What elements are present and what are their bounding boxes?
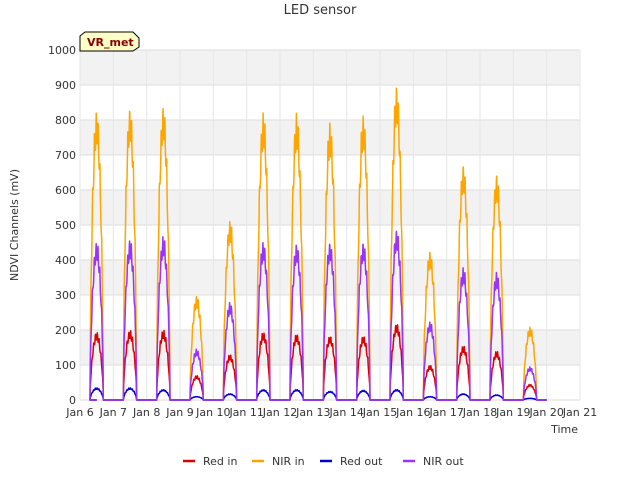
x-tick-label: Jan 20 [528, 406, 563, 419]
vr-met-badge: VR_met [79, 31, 140, 52]
y-axis-ticks: 0 100 200 300 400 500 600 700 800 900 1000 [48, 44, 76, 407]
x-tick-label: Jan 19 [495, 406, 530, 419]
series-lines [89, 87, 547, 401]
y-tick-label: 600 [55, 184, 76, 197]
plot-band [80, 260, 580, 295]
legend: Red in NIR in Red out NIR out [183, 455, 464, 468]
x-tick-label: Jan 21 [562, 406, 597, 419]
y-tick-label: 900 [55, 79, 76, 92]
x-tick-label: Jan 15 [362, 406, 397, 419]
y-tick-label: 100 [55, 359, 76, 372]
x-tick-label: Jan 6 [65, 406, 93, 419]
badge-label: VR_met [87, 36, 134, 49]
x-tick-label: Jan 17 [428, 406, 463, 419]
legend-label-red-in: Red in [203, 455, 237, 468]
y-tick-label: 800 [55, 114, 76, 127]
grid-lines [79, 49, 581, 401]
y-tick-label: 300 [55, 289, 76, 302]
legend-label-red-out: Red out [340, 455, 383, 468]
legend-label-nir-in: NIR in [272, 455, 305, 468]
x-axis-label: Time [550, 423, 578, 436]
y-tick-label: 500 [55, 219, 76, 232]
x-tick-label: Jan 16 [395, 406, 430, 419]
y-tick-label: 1000 [48, 44, 76, 57]
y-axis-label: NDVI Channels (mV) [8, 169, 21, 281]
badge-shape [79, 31, 140, 52]
x-tick-label: Jan 14 [328, 406, 363, 419]
x-tick-label: Jan 12 [262, 406, 297, 419]
chart-title: LED sensor [284, 3, 357, 18]
legend-label-nir-out: NIR out [423, 455, 464, 468]
series-line-nir-out [89, 230, 547, 401]
y-tick-label: 400 [55, 254, 76, 267]
x-tick-label: Jan 9 [165, 406, 193, 419]
y-tick-label: 0 [69, 394, 76, 407]
y-tick-label: 700 [55, 149, 76, 162]
plot-band [80, 330, 580, 365]
x-tick-label: Jan 7 [99, 406, 127, 419]
x-tick-label: Jan 13 [295, 406, 330, 419]
plot-band [80, 190, 580, 225]
y-tick-label: 200 [55, 324, 76, 337]
plot-band [80, 50, 580, 85]
x-tick-label: Jan 8 [132, 406, 160, 419]
x-tick-label: Jan 10 [195, 406, 230, 419]
x-tick-label: Jan 18 [462, 406, 497, 419]
x-tick-label: Jan 11 [228, 406, 263, 419]
